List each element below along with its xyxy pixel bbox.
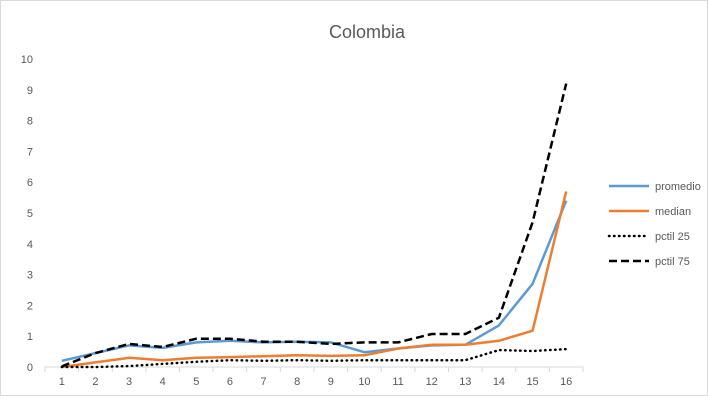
legend-label: promedio	[655, 181, 701, 193]
x-tick-label: 13	[459, 376, 471, 388]
y-tick-label: 9	[27, 85, 33, 97]
x-tick-label: 14	[493, 376, 505, 388]
legend-label: median	[655, 206, 691, 218]
x-tick-label: 2	[92, 376, 98, 388]
x-tick-label: 5	[193, 376, 199, 388]
x-tick-label: 16	[560, 376, 572, 388]
y-tick-label: 1	[27, 331, 33, 343]
y-tick-label: 4	[27, 239, 33, 251]
chart-title: Colombia	[329, 22, 406, 42]
x-tick-label: 12	[426, 376, 438, 388]
y-tick-label: 7	[27, 146, 33, 158]
plot-series	[60, 83, 568, 369]
y-tick-label: 8	[27, 116, 33, 128]
y-tick-label: 3	[27, 270, 33, 282]
y-tick-label: 6	[27, 177, 33, 189]
x-tick-label: 4	[160, 376, 166, 388]
series-line-pctil-25	[60, 347, 568, 369]
x-tick-label: 3	[126, 376, 132, 388]
x-tick-label: 9	[328, 376, 334, 388]
y-tick-label: 2	[27, 300, 33, 312]
x-tick-label: 10	[358, 376, 370, 388]
y-tick-label: 10	[21, 54, 33, 66]
x-tick-label: 11	[392, 376, 403, 388]
y-tick-label: 0	[27, 362, 33, 374]
x-tick-label: 7	[261, 376, 267, 388]
series-line-promedio	[61, 200, 568, 363]
x-tick-label: 15	[526, 376, 538, 388]
y-tick-label: 5	[27, 208, 33, 220]
x-tick-label: 1	[59, 376, 65, 388]
legend-label: pctil 75	[655, 256, 690, 268]
x-tick-label: 8	[294, 376, 300, 388]
legend-label: pctil 25	[655, 231, 690, 243]
x-tick-label: 6	[227, 376, 233, 388]
legend: promedio median pctil 25 pctil 75	[607, 181, 701, 268]
series-line-pctil-75	[61, 83, 568, 368]
series-line-median	[61, 191, 568, 369]
